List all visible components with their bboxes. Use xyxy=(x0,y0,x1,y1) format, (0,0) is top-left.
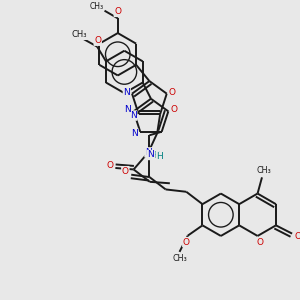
Text: N: N xyxy=(148,151,154,160)
Text: N: N xyxy=(145,148,152,157)
Text: O: O xyxy=(295,232,300,241)
Text: N: N xyxy=(123,88,130,97)
Text: N: N xyxy=(124,105,131,114)
Text: O: O xyxy=(114,8,121,16)
Text: O: O xyxy=(94,36,101,45)
Text: O: O xyxy=(183,238,190,247)
Text: N: N xyxy=(131,129,138,138)
Text: N: N xyxy=(130,111,137,120)
Text: CH₃: CH₃ xyxy=(256,167,271,176)
Text: CH₃: CH₃ xyxy=(89,2,103,11)
Text: H: H xyxy=(156,152,163,161)
Text: O: O xyxy=(256,238,263,247)
Text: O: O xyxy=(122,167,129,176)
Text: O: O xyxy=(169,88,176,97)
Text: CH₃: CH₃ xyxy=(72,30,87,39)
Text: CH₃: CH₃ xyxy=(172,254,187,263)
Text: H: H xyxy=(153,152,160,160)
Text: O: O xyxy=(106,160,114,169)
Text: O: O xyxy=(171,105,178,114)
